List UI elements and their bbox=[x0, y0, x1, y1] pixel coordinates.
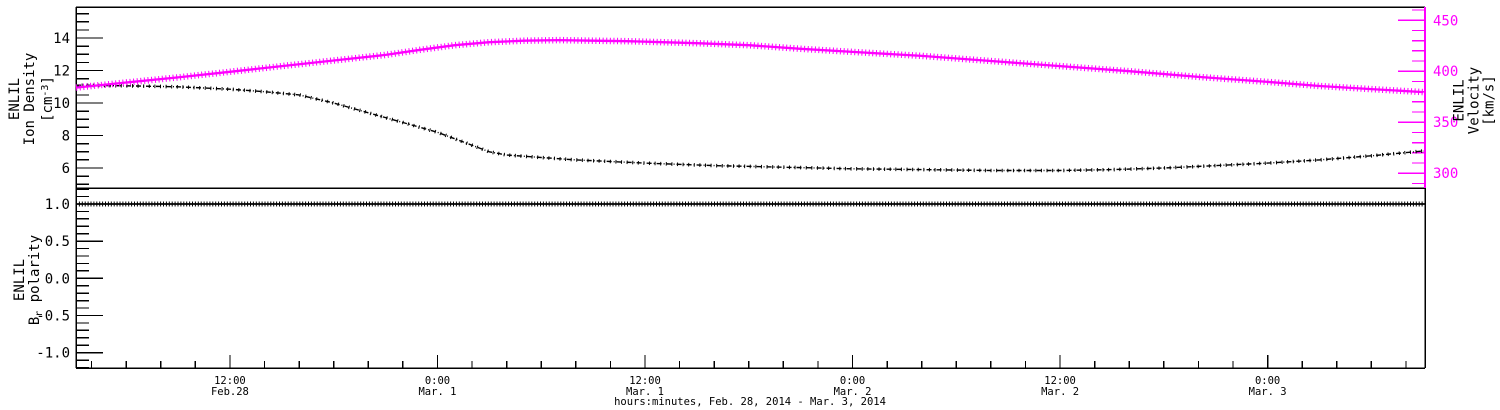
density-axis-label-unit: [cm-3] bbox=[40, 76, 56, 122]
svg-text:400: 400 bbox=[1433, 64, 1458, 80]
velocity-axis-label-unit: [km/s] bbox=[1481, 75, 1498, 126]
svg-text:6: 6 bbox=[62, 161, 70, 177]
svg-text:-0.5: -0.5 bbox=[36, 309, 70, 325]
svg-text:0:00: 0:00 bbox=[840, 375, 865, 387]
series-ion_density bbox=[75, 83, 1424, 173]
velocity-axis-label-line2: Velocity bbox=[1466, 66, 1483, 135]
svg-text:1.0: 1.0 bbox=[45, 197, 70, 213]
svg-text:Mar. 2: Mar. 2 bbox=[1041, 386, 1079, 398]
svg-text:Mar. 1: Mar. 1 bbox=[418, 386, 456, 398]
svg-text:Mar. 1: Mar. 1 bbox=[626, 386, 664, 398]
polarity-axis-label: ENLIL Br polarity bbox=[12, 200, 47, 360]
velocity-axis-label: ENLIL Velocity [km/s] bbox=[1451, 21, 1498, 181]
svg-text:0:00: 0:00 bbox=[1255, 375, 1280, 387]
series-velocity bbox=[75, 36, 1424, 96]
polarity-axis-label-line1: ENLIL bbox=[12, 258, 28, 302]
polarity-axis-ticks: -1.0 -0.5 0.0 0.5 1.0 bbox=[36, 188, 103, 369]
svg-text:0.5: 0.5 bbox=[45, 234, 70, 250]
svg-text:450: 450 bbox=[1433, 13, 1458, 29]
svg-text:10: 10 bbox=[53, 96, 70, 112]
svg-text:Feb.28: Feb.28 bbox=[211, 386, 249, 398]
velocity-axis-label-line1: ENLIL bbox=[1451, 79, 1468, 122]
svg-text:Mar. 3: Mar. 3 bbox=[1249, 386, 1287, 398]
svg-text:12:00: 12:00 bbox=[1044, 375, 1076, 387]
velocity-axis-ticks: 300 350 400 450 bbox=[1398, 9, 1458, 185]
svg-text:12: 12 bbox=[53, 64, 70, 80]
svg-text:Mar. 2: Mar. 2 bbox=[834, 386, 872, 398]
panel-borders bbox=[75, 6, 1426, 369]
svg-text:0.0: 0.0 bbox=[45, 271, 70, 287]
x-axis-title: hours:minutes, Feb. 28, 2014 - Mar. 3, 2… bbox=[614, 396, 886, 408]
density-axis-label: ENLIL Ion Density [cm-3] bbox=[7, 19, 56, 179]
polarity-axis-label-line2: Br polarity bbox=[27, 234, 45, 326]
svg-text:14: 14 bbox=[53, 31, 70, 47]
svg-text:300: 300 bbox=[1433, 166, 1458, 182]
svg-text:350: 350 bbox=[1433, 115, 1458, 131]
svg-text:12:00: 12:00 bbox=[214, 375, 246, 387]
svg-text:-1.0: -1.0 bbox=[36, 346, 70, 362]
density-axis-label-line2: Ion Density bbox=[22, 52, 38, 146]
density-axis-ticks: 6 8 10 12 14 bbox=[53, 13, 103, 185]
svg-text:0:00: 0:00 bbox=[425, 375, 450, 387]
density-axis-label-line1: ENLIL bbox=[7, 77, 23, 121]
svg-text:12:00: 12:00 bbox=[629, 375, 661, 387]
svg-text:8: 8 bbox=[62, 129, 70, 145]
